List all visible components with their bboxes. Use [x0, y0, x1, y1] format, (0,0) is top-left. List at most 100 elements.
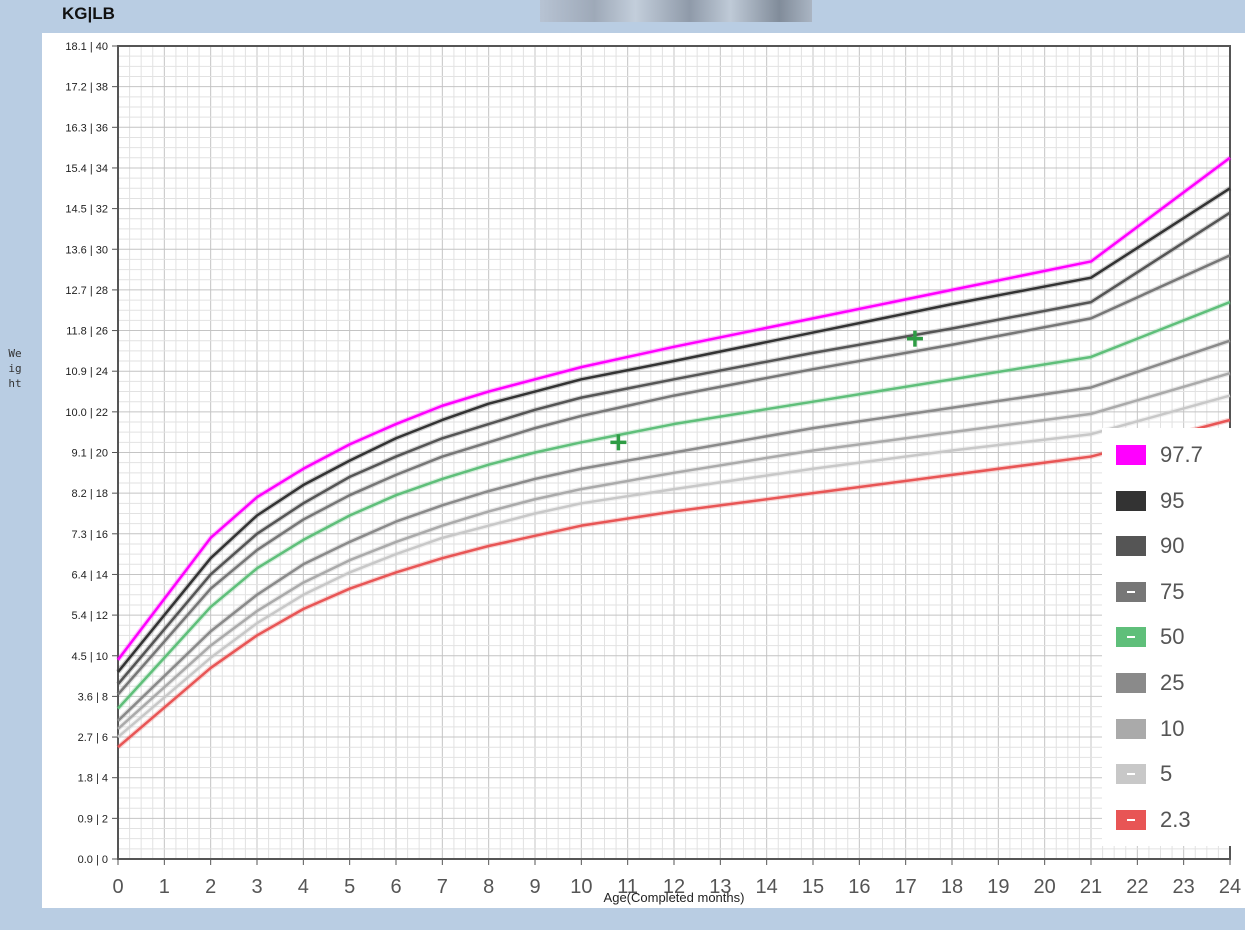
legend-item[interactable]: 25 [1116, 668, 1184, 698]
legend-label: 90 [1160, 533, 1185, 559]
legend-swatch [1116, 490, 1146, 511]
series-line-25 [117, 339, 1231, 722]
legend-label: 50 [1160, 624, 1185, 650]
x-tick-label: 4 [298, 876, 309, 898]
y-tick-label: 4.5 | 10 [72, 651, 109, 663]
x-tick-label: 3 [251, 876, 262, 898]
y-tick-label: 15.4 | 34 [65, 163, 108, 175]
x-tick-label: 6 [390, 876, 401, 898]
y-tick-label: 18.1 | 40 [65, 41, 108, 53]
legend-swatch [1116, 445, 1146, 465]
x-tick-label: 19 [987, 876, 1009, 898]
series-line-97.7 [117, 156, 1231, 661]
series-line-50 [117, 300, 1231, 710]
y-tick-label: 17.2 | 38 [65, 82, 108, 94]
y-tick-label: 12.7 | 28 [65, 285, 108, 297]
y-tick-label: 6.4 | 14 [72, 569, 109, 581]
x-tick-label: 7 [437, 876, 448, 898]
x-tick-label: 11 [617, 876, 638, 898]
x-tick-label: 24 [1219, 876, 1241, 898]
legend-swatch [1116, 718, 1146, 739]
x-tick-label: 2 [205, 876, 216, 898]
legend-swatch [1116, 627, 1146, 648]
x-tick-label: 23 [1173, 876, 1195, 898]
legend-label: 2.3 [1160, 806, 1191, 832]
legend-label: 97.7 [1160, 442, 1203, 467]
legend-swatch-dash [1127, 590, 1135, 593]
y-tick-label: 0.9 | 2 [78, 813, 108, 825]
legend-swatch [1116, 536, 1146, 557]
y-tick-label: 2.7 | 6 [78, 732, 108, 744]
y-tick-label: 13.6 | 30 [65, 244, 108, 256]
blurred-header [540, 0, 812, 22]
y-tick-label: 3.6 | 8 [78, 691, 108, 703]
x-tick-label: 18 [941, 876, 963, 898]
y-tick-label: 1.8 | 4 [78, 773, 108, 785]
marker-bar-v [616, 434, 621, 451]
y-tick-label: 11.8 | 26 [66, 326, 108, 338]
x-tick-label: 0 [112, 876, 123, 898]
chart-panel: 0.0 | 0 0.9 | 2 1.8 | 4 2.7 | 6 3.6 | 8 4.5 |… [42, 33, 1245, 908]
x-tick-label: 1 [159, 876, 170, 898]
measurement-marker[interactable] [610, 434, 627, 451]
series-line-10 [117, 372, 1231, 730]
x-tick-label: 16 [848, 876, 870, 898]
x-tick-label: 8 [483, 876, 494, 898]
y-tick-label: 8.2 | 18 [72, 488, 109, 500]
legend-label: 75 [1160, 578, 1185, 604]
x-axis-title: Age(Completed months) [604, 890, 745, 905]
x-tick-label: 5 [344, 876, 355, 898]
axes: 0.0 | 0 0.9 | 2 1.8 | 4 2.7 | 6 3.6 | 8 4.5 |… [65, 41, 1241, 898]
series-line-90 [117, 211, 1231, 686]
x-tick-label: 10 [570, 876, 592, 898]
legend-label: 25 [1160, 670, 1185, 695]
legend-label: 5 [1160, 761, 1173, 787]
legend-swatch [1116, 673, 1146, 693]
x-tick-label: 12 [663, 876, 685, 898]
series-lines [116, 155, 1232, 750]
legend-item[interactable]: 90 [1116, 531, 1184, 561]
legend-label: 95 [1160, 487, 1185, 513]
measurement-markers [610, 330, 923, 451]
legend-swatch [1116, 764, 1146, 785]
units-label: KG|LB [62, 4, 115, 23]
x-tick-label: 21 [1080, 876, 1102, 898]
legend-item[interactable]: 5 [1116, 759, 1172, 789]
y-axis-title: Weight [8, 347, 22, 390]
series-line-95 [117, 187, 1231, 673]
y-tick-label: 5.4 | 12 [72, 610, 109, 622]
legend-item[interactable]: 97.7 [1116, 440, 1203, 470]
legend-item[interactable]: 2.3 [1116, 805, 1191, 835]
legend-swatch-dash [1127, 636, 1135, 639]
measurement-marker[interactable] [906, 330, 923, 347]
x-tick-label: 15 [802, 876, 824, 898]
y-tick-label: 10.9 | 24 [65, 366, 108, 378]
marker-bar-v [913, 330, 917, 347]
x-tick-label: 22 [1126, 876, 1148, 898]
legend-item[interactable]: 10 [1116, 714, 1184, 744]
legend-swatch-dash [1127, 818, 1135, 821]
x-tick-label: 17 [895, 876, 917, 898]
legend-swatch [1116, 809, 1146, 830]
weight-chart: 0.0 | 0 0.9 | 2 1.8 | 4 2.7 | 6 3.6 | 8 4.5 |… [65, 41, 1241, 905]
y-tick-label: 0.0 | 0 [78, 854, 108, 866]
series-line-5 [117, 394, 1231, 738]
x-tick-label: 20 [1034, 876, 1056, 898]
series-line-75 [117, 254, 1231, 696]
legend-swatch-dash [1127, 773, 1135, 776]
x-tick-label: 9 [529, 876, 540, 898]
x-tick-label: 14 [756, 876, 778, 898]
legend-item[interactable]: 95 [1116, 486, 1184, 516]
legend-swatch [1116, 581, 1146, 602]
y-tick-label: 7.3 | 16 [72, 529, 109, 541]
x-tick-label: 13 [709, 876, 731, 898]
legend-item[interactable]: 50 [1116, 622, 1184, 652]
series-line-2.3 [117, 418, 1231, 749]
y-tick-label: 14.5 | 32 [65, 204, 108, 216]
y-tick-label: 10.0 | 22 [65, 407, 108, 419]
y-tick-label: 16.3 | 36 [65, 122, 108, 134]
legend-item[interactable]: 75 [1116, 577, 1184, 607]
legend: 97.7 95 90 75 50 25 10 5 2.3 [1102, 428, 1245, 846]
y-tick-label: 9.1 | 20 [72, 448, 109, 460]
legend-label: 10 [1160, 715, 1185, 741]
